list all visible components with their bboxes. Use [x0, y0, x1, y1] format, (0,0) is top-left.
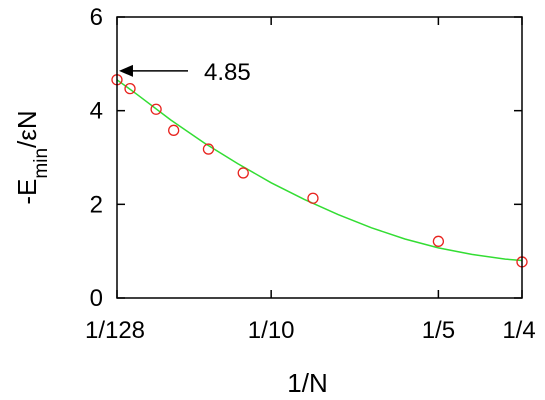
x-tick-label: 1/128: [85, 317, 145, 344]
data-point: [168, 124, 180, 136]
data-point: [202, 143, 215, 155]
y-axis-title-tail: /εN: [12, 110, 42, 148]
annotation-arrowhead: [118, 64, 133, 77]
data-point: [124, 83, 136, 95]
y-tick-label: 4: [90, 98, 103, 125]
fit-curve: [116, 79, 523, 262]
y-axis-title: -Emin/εN: [12, 110, 52, 204]
x-tick-label: 1/10: [248, 317, 295, 344]
data-point: [150, 103, 162, 115]
data-point: [307, 192, 319, 204]
x-axis-title: 1/N: [287, 368, 327, 398]
y-axis-title-sub: min: [31, 148, 52, 179]
x-tick-label: 1/4: [502, 317, 535, 344]
y-tick-label: 2: [90, 191, 103, 218]
annotation-label: 4.85: [204, 59, 251, 86]
x-tick-label: 1/5: [422, 317, 455, 344]
data-point: [432, 235, 445, 247]
y-tick-label: 6: [90, 4, 103, 31]
data-point: [237, 167, 249, 179]
y-axis-title-main: -E: [12, 179, 42, 205]
plot-frame: [116, 16, 523, 299]
y-tick-label: 0: [90, 285, 103, 312]
